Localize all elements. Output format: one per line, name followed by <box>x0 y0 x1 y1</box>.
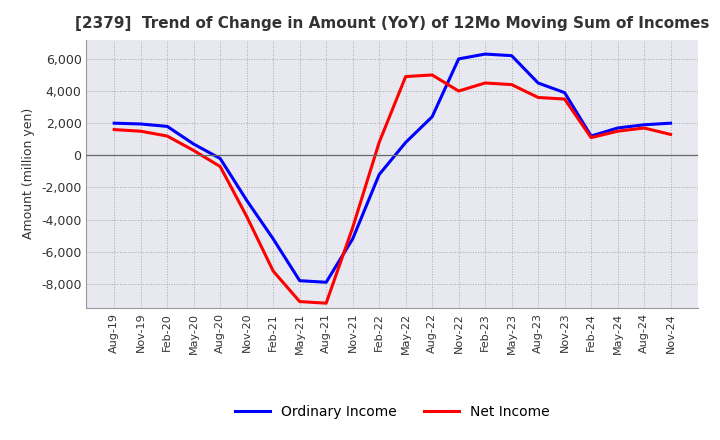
Net Income <box>322 301 330 306</box>
Ordinary Income <box>136 121 145 127</box>
Net Income <box>613 128 622 134</box>
Ordinary Income <box>508 53 516 59</box>
Ordinary Income <box>640 122 649 128</box>
Ordinary Income <box>189 141 198 147</box>
Net Income <box>560 96 569 102</box>
Line: Net Income: Net Income <box>114 75 670 303</box>
Ordinary Income <box>295 278 304 283</box>
Net Income <box>508 82 516 87</box>
Ordinary Income <box>587 133 595 139</box>
Net Income <box>110 127 119 132</box>
Net Income <box>640 125 649 131</box>
Ordinary Income <box>560 90 569 95</box>
Ordinary Income <box>243 198 251 203</box>
Net Income <box>136 128 145 134</box>
Net Income <box>454 88 463 94</box>
Ordinary Income <box>375 172 384 177</box>
Ordinary Income <box>322 280 330 285</box>
Line: Ordinary Income: Ordinary Income <box>114 54 670 282</box>
Net Income <box>666 132 675 137</box>
Net Income <box>481 81 490 86</box>
Net Income <box>375 140 384 145</box>
Net Income <box>534 95 542 100</box>
Net Income <box>428 72 436 77</box>
Ordinary Income <box>481 51 490 57</box>
Net Income <box>163 133 171 139</box>
Ordinary Income <box>454 56 463 62</box>
Ordinary Income <box>163 124 171 129</box>
Net Income <box>269 268 277 274</box>
Net Income <box>243 214 251 219</box>
Ordinary Income <box>110 121 119 126</box>
Net Income <box>348 225 357 230</box>
Ordinary Income <box>666 121 675 126</box>
Legend: Ordinary Income, Net Income: Ordinary Income, Net Income <box>230 400 555 425</box>
Net Income <box>189 148 198 153</box>
Ordinary Income <box>613 125 622 131</box>
Ordinary Income <box>216 156 225 161</box>
Ordinary Income <box>428 114 436 119</box>
Net Income <box>401 74 410 79</box>
Net Income <box>295 299 304 304</box>
Ordinary Income <box>348 236 357 242</box>
Net Income <box>216 164 225 169</box>
Ordinary Income <box>269 236 277 242</box>
Title: [2379]  Trend of Change in Amount (YoY) of 12Mo Moving Sum of Incomes: [2379] Trend of Change in Amount (YoY) o… <box>75 16 710 32</box>
Ordinary Income <box>534 81 542 86</box>
Ordinary Income <box>401 140 410 145</box>
Net Income <box>587 135 595 140</box>
Y-axis label: Amount (million yen): Amount (million yen) <box>22 108 35 239</box>
